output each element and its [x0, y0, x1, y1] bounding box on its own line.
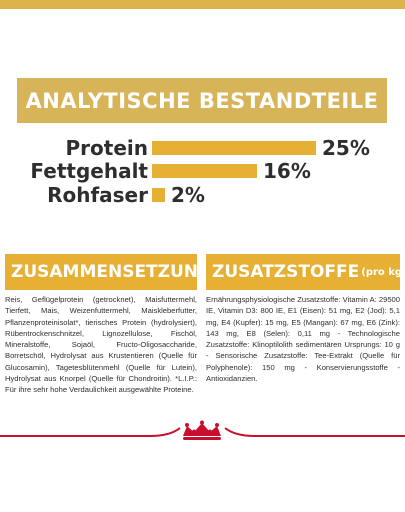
nutrient-bar: [152, 188, 165, 202]
nutrient-label: Fettgehalt: [30, 159, 148, 183]
nutrient-value: 16%: [263, 159, 311, 183]
nutrient-row-protein: Protein 25%: [0, 135, 405, 161]
nutrient-label: Protein: [65, 136, 148, 160]
composition-title-text: ZUSAMMENSETZUNG: [11, 262, 212, 282]
royal-canin-crown-logo-icon: [183, 420, 221, 440]
nutrient-row-fat: Fettgehalt 16%: [0, 158, 405, 184]
top-accent-bar: [0, 0, 405, 9]
nutrient-label: Rohfaser: [47, 183, 148, 207]
nutrient-value: 2%: [171, 183, 205, 207]
composition-text: Reis, Geflügelprotein (getrocknet), Mais…: [5, 295, 197, 395]
analytics-title: ANALYTISCHE BESTANDTEILE: [17, 78, 387, 123]
nutrient-value: 25%: [322, 136, 370, 160]
nutrient-bar: [152, 164, 257, 178]
additives-title-text: ZUSATZSTOFFE: [212, 262, 360, 282]
additives-title-suffix: (pro kg): [361, 266, 405, 278]
nutrient-row-fiber: Rohfaser 2%: [0, 182, 405, 208]
additives-text: Ernährungsphysiologische Zusatzstoffe: V…: [206, 295, 400, 384]
additives-title: ZUSATZSTOFFE (pro kg): [206, 254, 405, 290]
footer-red-line: [0, 427, 405, 437]
nutrient-bar: [152, 141, 316, 155]
composition-title: ZUSAMMENSETZUNG: [5, 254, 212, 290]
